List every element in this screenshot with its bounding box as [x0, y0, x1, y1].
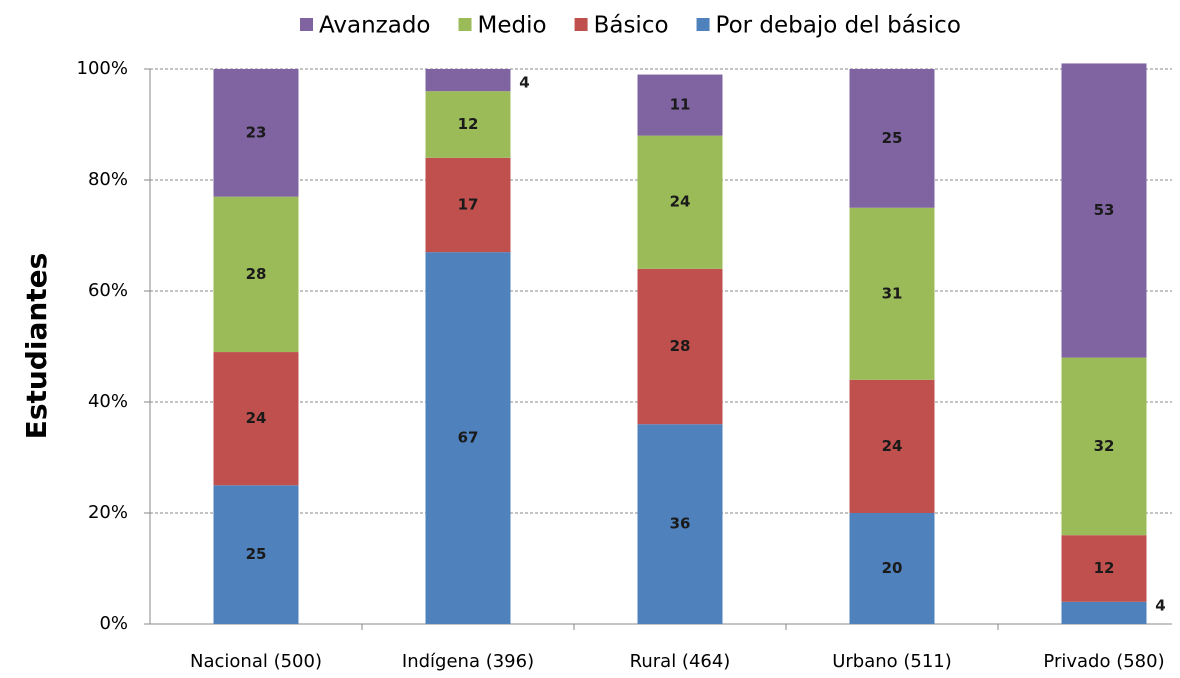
- value-label: 4: [1155, 597, 1165, 615]
- value-label: 11: [670, 96, 691, 114]
- y-tick-label: 80%: [88, 169, 128, 190]
- x-tick-label: Privado (580): [1043, 651, 1164, 672]
- legend-label: Por debajo del básico: [716, 13, 961, 39]
- value-label: 24: [882, 437, 903, 455]
- value-label: 24: [670, 193, 691, 211]
- value-label: 24: [246, 409, 267, 427]
- bar-segment: [213, 485, 299, 624]
- value-label: 17: [458, 195, 479, 213]
- bar-segment: [213, 196, 299, 353]
- value-label: 28: [246, 265, 267, 283]
- y-tick-label: 0%: [99, 613, 128, 634]
- y-axis-label: Estudiantes: [20, 253, 53, 440]
- legend-label: Medio: [478, 13, 547, 39]
- value-label: 32: [1094, 437, 1115, 455]
- value-label: 25: [246, 545, 267, 563]
- value-label: 12: [1094, 559, 1115, 577]
- bar-segment: [849, 513, 935, 624]
- value-label: 12: [458, 115, 479, 133]
- value-label: 36: [670, 515, 691, 533]
- bar-segment: [637, 135, 723, 269]
- bar-segment: [1061, 357, 1147, 536]
- bar-segment: [637, 424, 723, 624]
- bar-segment: [213, 69, 299, 197]
- value-label: 67: [458, 429, 479, 447]
- legend-swatch: [300, 18, 313, 31]
- bar-segment: [425, 69, 511, 92]
- bar-segment: [849, 379, 935, 513]
- y-tick-label: 60%: [88, 280, 128, 301]
- legend-swatch: [458, 18, 472, 31]
- value-label: 23: [246, 123, 267, 141]
- bar-segment: [637, 268, 723, 425]
- legend-label: Avanzado: [319, 13, 431, 39]
- legend-swatch: [574, 18, 588, 31]
- value-label: 25: [882, 129, 903, 147]
- value-label: 4: [519, 74, 529, 92]
- bar-segment: [425, 157, 511, 253]
- bar-segment: [637, 74, 723, 136]
- value-label: 28: [670, 337, 691, 355]
- value-label: 31: [882, 284, 903, 302]
- bar-segment: [213, 352, 299, 486]
- legend-swatch: [696, 18, 710, 31]
- x-tick-label: Rural (464): [630, 651, 731, 672]
- y-tick-label: 100%: [77, 58, 128, 79]
- y-tick-label: 20%: [88, 502, 128, 523]
- value-label: 20: [882, 559, 903, 577]
- y-tick-label: 40%: [88, 391, 128, 412]
- bar-segment: [425, 91, 511, 158]
- bar-segment: [425, 252, 511, 624]
- x-tick-label: Urbano (511): [832, 651, 952, 672]
- bar-segment: [1061, 535, 1147, 602]
- bar-segment: [849, 207, 935, 380]
- bar-segment: [1061, 601, 1147, 624]
- legend-label: Básico: [594, 13, 669, 39]
- x-tick-label: Indígena (396): [402, 651, 534, 672]
- bar-segment: [849, 69, 935, 208]
- x-tick-label: Nacional (500): [190, 651, 322, 672]
- value-label: 53: [1094, 201, 1115, 219]
- bar-segment: [1061, 63, 1147, 358]
